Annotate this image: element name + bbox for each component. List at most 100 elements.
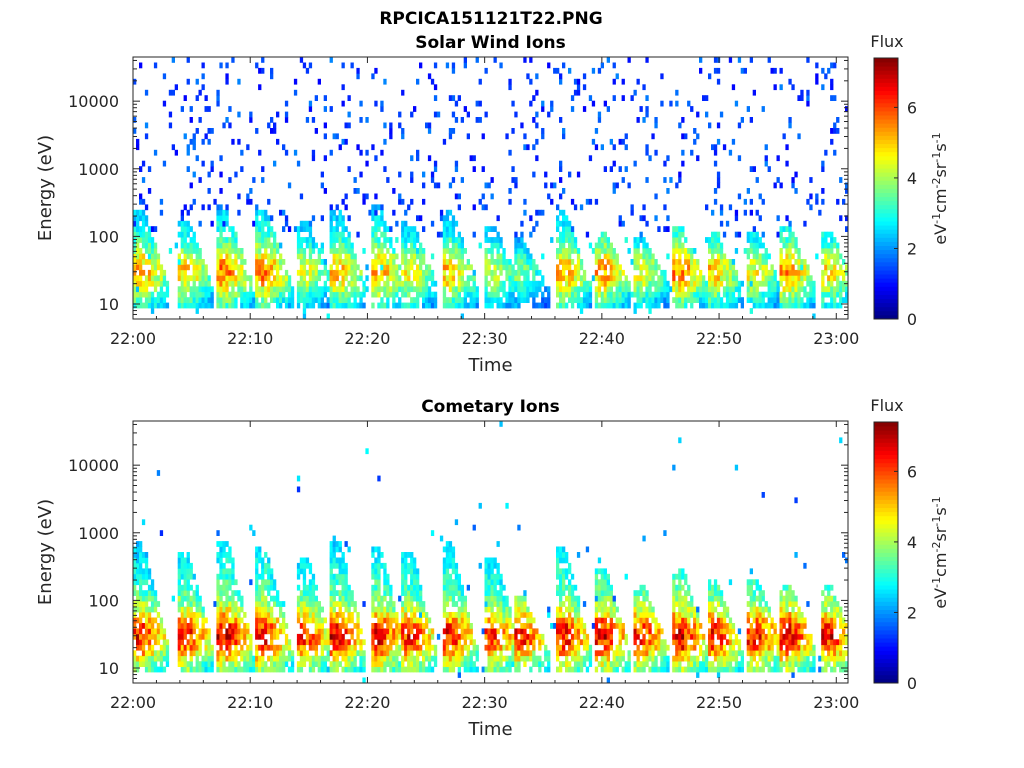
flux-cell <box>222 579 226 586</box>
flux-cell <box>153 259 158 265</box>
colorbar-segment <box>874 253 898 259</box>
flux-cell <box>380 302 384 309</box>
flux-cell <box>287 644 292 651</box>
flux-cell <box>696 133 700 140</box>
flux-cell <box>186 573 190 580</box>
flux-cell <box>147 573 152 580</box>
flux-cell <box>282 628 286 635</box>
flux-cell <box>570 248 575 254</box>
flux-cell <box>690 280 694 287</box>
flux-cell <box>222 264 226 271</box>
flux-cell <box>234 623 238 629</box>
flux-cell <box>195 606 199 613</box>
flux-cell <box>225 573 229 580</box>
flux-cell <box>350 264 354 271</box>
flux-cell <box>276 590 280 596</box>
flux-cell <box>228 264 232 271</box>
flux-cell <box>407 606 411 613</box>
flux-cell <box>225 237 229 243</box>
flux-cell <box>791 182 795 189</box>
flux-cell <box>490 237 494 243</box>
flux-cell <box>678 286 682 293</box>
flux-cell <box>186 149 190 156</box>
flux-cell <box>144 122 149 129</box>
flux-cell <box>767 57 771 63</box>
flux-cell <box>299 57 304 63</box>
flux-cell <box>347 231 351 238</box>
flux-cell <box>231 297 235 303</box>
flux-cell <box>353 666 357 673</box>
flux-cell <box>392 655 396 662</box>
flux-cell <box>642 297 646 303</box>
flux-cell <box>684 133 688 140</box>
flux-cell <box>222 612 226 618</box>
flux-cell <box>621 78 625 85</box>
flux-cell <box>219 297 223 303</box>
flux-cell <box>401 606 405 613</box>
flux-cell <box>570 297 575 303</box>
flux-cell <box>350 259 354 265</box>
flux-cell <box>481 166 485 172</box>
flux-cell <box>579 297 584 303</box>
flux-cell <box>445 601 450 607</box>
flux-cell <box>609 248 613 254</box>
flux-cell <box>261 209 265 216</box>
flux-cell <box>225 557 229 564</box>
flux-cell <box>845 297 849 303</box>
flux-cell <box>189 291 193 298</box>
flux-cell <box>821 275 825 282</box>
flux-cell <box>392 253 396 260</box>
flux-cell <box>419 628 423 635</box>
flux-cell <box>287 655 292 662</box>
flux-cell <box>457 579 461 586</box>
flux-cell <box>228 280 232 287</box>
flux-cell <box>186 302 190 309</box>
flux-cell <box>341 215 345 222</box>
flux-cell <box>407 269 411 276</box>
flux-cell <box>383 573 387 580</box>
flux-cell <box>797 259 801 265</box>
flux-cell <box>350 242 354 249</box>
flux-cell <box>371 286 375 293</box>
flux-cell <box>711 297 715 303</box>
flux-cell <box>490 226 494 232</box>
flux-cell <box>493 590 497 596</box>
flux-cell <box>210 644 214 651</box>
flux-cell <box>779 231 783 238</box>
flux-cell <box>806 264 810 271</box>
flux-cell <box>457 286 461 293</box>
flux-cell <box>755 253 759 260</box>
flux-cell <box>201 138 205 145</box>
flux-cell <box>687 280 691 287</box>
flux-cell <box>311 259 316 265</box>
flux-cell <box>681 302 685 309</box>
flux-cell <box>457 612 461 618</box>
flux-cell <box>305 220 310 227</box>
flux-cell <box>183 253 187 260</box>
flux-cell <box>270 242 274 249</box>
flux-cell <box>389 242 393 249</box>
flux-cell <box>794 275 798 282</box>
flux-cell <box>261 242 265 249</box>
flux-cell <box>505 269 509 276</box>
flux-cell <box>752 291 756 298</box>
flux-cell <box>252 297 256 303</box>
flux-cell <box>633 302 637 309</box>
flux-cell <box>821 237 825 243</box>
flux-cell <box>216 530 220 536</box>
flux-cell <box>207 655 211 662</box>
flux-cell <box>237 269 241 276</box>
flux-cell <box>371 237 375 243</box>
flux-cell <box>240 655 244 662</box>
flux-cell <box>496 639 500 646</box>
flux-cell <box>484 644 488 651</box>
flux-cell <box>696 264 700 271</box>
flux-cell <box>192 275 196 282</box>
flux-cell <box>499 62 503 69</box>
flux-cell <box>496 541 500 547</box>
flux-cell <box>448 275 453 282</box>
flux-cell <box>341 280 345 287</box>
flux-cell <box>621 220 625 227</box>
colorbar-segment <box>874 270 898 275</box>
flux-cell <box>526 280 530 287</box>
